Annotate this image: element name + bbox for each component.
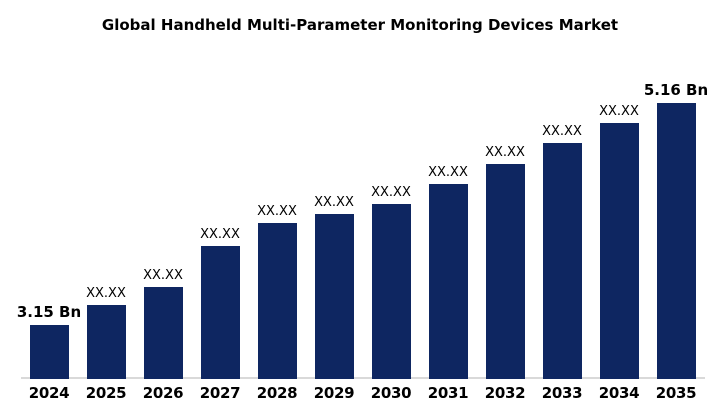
bar-2025: [86, 305, 126, 379]
category-label-2026: 2026: [142, 384, 184, 402]
bar-2027: [200, 246, 240, 379]
category-label-2030: 2030: [370, 384, 412, 402]
value-label-2030: XX.XX: [371, 185, 411, 200]
value-label-2033: XX.XX: [542, 124, 582, 139]
bar-2035: [656, 103, 696, 379]
value-label-2034: XX.XX: [599, 104, 639, 119]
value-label-2035: 5.16 Bn: [643, 81, 709, 99]
value-label-2029: XX.XX: [314, 195, 354, 210]
category-label-2027: 2027: [199, 384, 241, 402]
bar-2029: [314, 214, 354, 379]
chart-title: Global Handheld Multi-Parameter Monitori…: [101, 16, 619, 34]
bar-2034: [599, 123, 639, 379]
x-axis-baseline: [21, 377, 705, 379]
category-label-2024: 2024: [28, 384, 70, 402]
bar-2026: [143, 287, 183, 379]
category-label-2025: 2025: [85, 384, 127, 402]
bar-2033: [542, 143, 582, 379]
value-label-2025: XX.XX: [86, 286, 126, 301]
bar-2032: [485, 164, 525, 379]
bar-2030: [371, 204, 411, 379]
value-label-2026: XX.XX: [143, 268, 183, 283]
value-label-2024: 3.15 Bn: [16, 303, 82, 321]
value-label-2032: XX.XX: [485, 145, 525, 160]
value-label-2027: XX.XX: [200, 227, 240, 242]
category-label-2035: 2035: [655, 384, 697, 402]
value-label-2031: XX.XX: [428, 165, 468, 180]
value-label-2028: XX.XX: [257, 204, 297, 219]
category-label-2032: 2032: [484, 384, 526, 402]
bar-2024: [29, 325, 69, 379]
bar-2028: [257, 223, 297, 379]
category-label-2031: 2031: [427, 384, 469, 402]
category-label-2034: 2034: [598, 384, 640, 402]
category-label-2033: 2033: [541, 384, 583, 402]
category-label-2029: 2029: [313, 384, 355, 402]
category-label-2028: 2028: [256, 384, 298, 402]
bar-2031: [428, 184, 468, 379]
